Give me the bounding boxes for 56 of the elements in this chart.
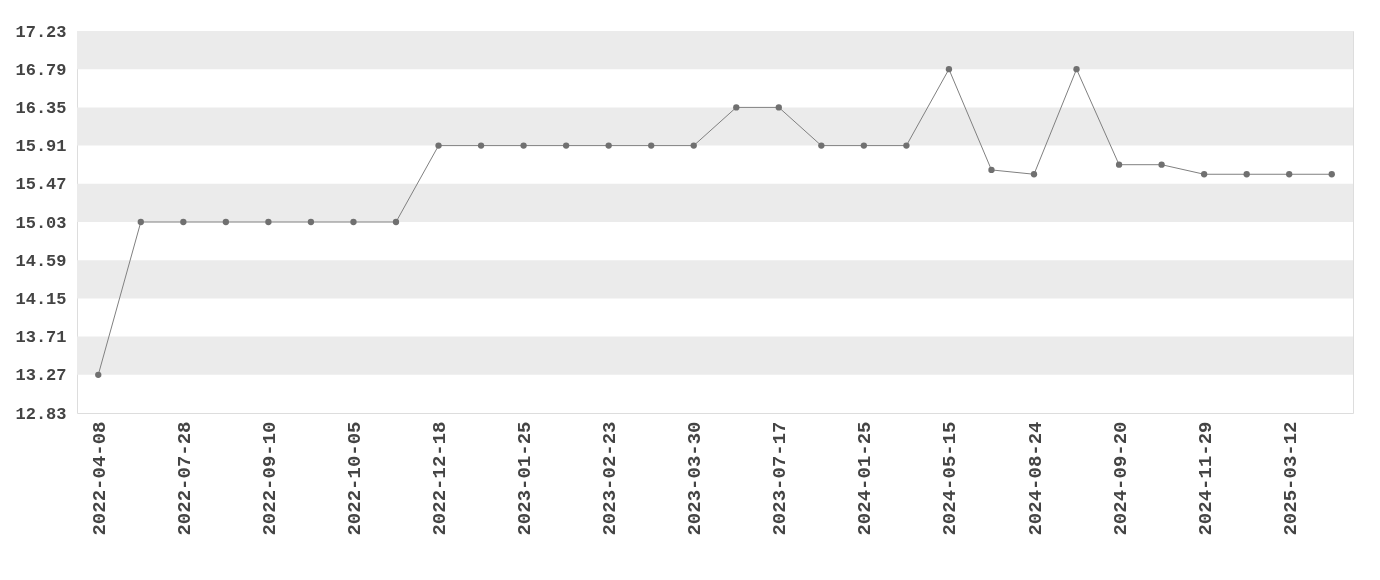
point	[1115, 161, 1123, 168]
y-tick-label: 13.71	[15, 328, 67, 348]
y-tick-label: 13.27	[15, 366, 67, 386]
point	[477, 142, 485, 149]
point	[1200, 171, 1208, 178]
y-tick-label: 14.59	[15, 251, 67, 271]
point	[562, 142, 570, 149]
point	[945, 66, 953, 73]
point	[1073, 66, 1080, 73]
point	[307, 218, 315, 226]
x-tick-label: 2023-01-25	[514, 421, 537, 536]
point	[520, 142, 527, 149]
point	[733, 104, 740, 111]
point	[860, 142, 868, 149]
x-tick-label: 2022-09-10	[258, 421, 281, 536]
x-tick-label: 2024-09-20	[1109, 421, 1132, 536]
y-tick-label: 16.35	[15, 98, 67, 118]
point	[1030, 171, 1038, 178]
x-tick-label: 2024-08-24	[1024, 421, 1047, 536]
point	[137, 218, 144, 226]
point	[1243, 171, 1250, 178]
point	[435, 142, 442, 149]
x-tick-label: 2025-03-12	[1279, 421, 1302, 536]
point	[1158, 161, 1165, 168]
point	[95, 371, 102, 378]
y-tick-label: 12.83	[15, 404, 67, 424]
y-tick-label: 15.47	[15, 175, 67, 195]
point	[690, 142, 697, 149]
x-tick-label: 2023-03-30	[684, 421, 707, 536]
point	[265, 218, 272, 226]
point	[605, 142, 612, 149]
point	[180, 218, 187, 226]
point	[648, 142, 655, 149]
point	[1286, 171, 1293, 178]
point	[222, 218, 230, 226]
x-tick-label: 2024-11-29	[1194, 421, 1217, 536]
x-tick-label: 2022-07-28	[173, 421, 196, 536]
x-tick-label: 2023-07-17	[769, 421, 792, 536]
point	[818, 142, 825, 149]
x-tick-label: 2022-04-08	[88, 421, 111, 536]
x-tick-label: 2022-12-18	[429, 421, 452, 536]
x-tick-label: 2023-02-23	[599, 421, 622, 536]
y-tick-label: 14.15	[15, 289, 67, 309]
y-tick-label: 17.23	[15, 22, 67, 42]
y-tick-label: 15.91	[15, 137, 67, 157]
point	[775, 104, 782, 111]
point	[988, 166, 995, 174]
y-tick-label: 16.79	[15, 60, 67, 80]
point	[1328, 171, 1335, 178]
x-tick-label: 2024-05-15	[939, 421, 962, 536]
y-tick-label: 15.03	[15, 213, 67, 233]
x-tick-label: 2024-01-25	[854, 421, 877, 536]
point	[350, 218, 357, 226]
point	[903, 142, 910, 149]
x-tick-label: 2022-10-05	[343, 421, 366, 536]
point	[392, 218, 400, 226]
